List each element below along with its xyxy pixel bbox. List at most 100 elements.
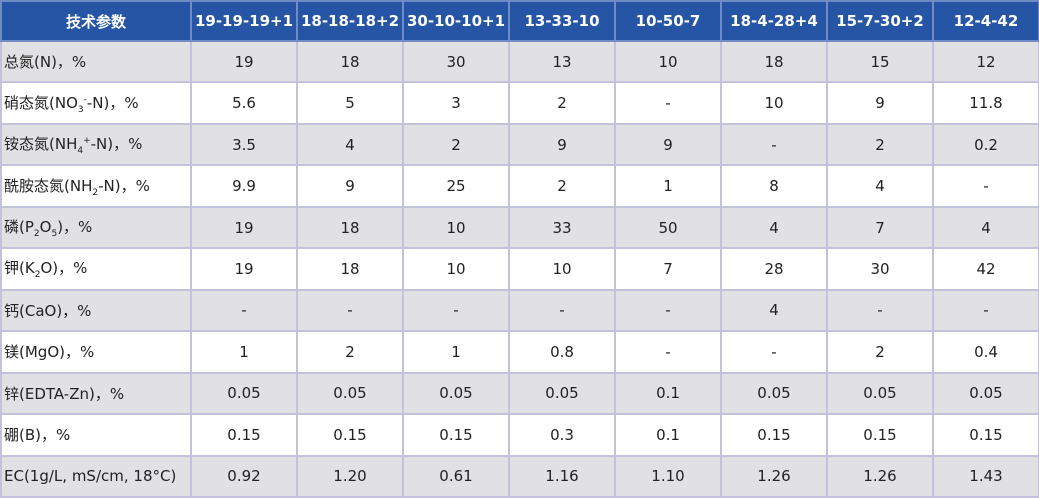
label-part: 酰胺态氮(NH [4, 176, 93, 195]
label-part: 3 [77, 104, 84, 115]
value-cell: 0.05 [932, 371, 1039, 416]
value-cell: 30 [826, 247, 934, 291]
row-label: 磷(P2O5)，% [0, 205, 192, 250]
value-cell: 3.5 [190, 122, 298, 167]
header-cell: 15-7-30+2 [826, 0, 934, 42]
value-cell: 28 [720, 247, 828, 291]
value-cell: 7 [826, 205, 934, 250]
value-cell: 10 [508, 247, 616, 291]
label-part: 磷(P [4, 218, 34, 237]
value-cell: - [720, 330, 828, 374]
value-cell: 0.05 [296, 371, 404, 416]
value-cell: 18 [296, 205, 404, 250]
label-part: 钙(CaO)，% [4, 301, 92, 320]
value-cell: 1 [190, 330, 298, 374]
value-cell: 4 [296, 122, 404, 167]
table-row: 酰胺态氮(NH2-N)，% 9.9 9 25 2 1 8 4- [0, 164, 1039, 208]
value-cell: 18 [296, 247, 404, 291]
label-part: 铵态氮(NH [4, 135, 78, 154]
value-cell: 0.15 [190, 413, 298, 457]
value-cell: 13 [508, 39, 616, 84]
value-cell: 1.26 [720, 454, 828, 498]
row-label: EC(1g/L, mS/cm, 18°C) [0, 454, 192, 498]
header-cell: 13-33-10 [508, 0, 616, 42]
row-label: 锌(EDTA-Zn)，% [0, 371, 192, 416]
value-cell: 0.1 [614, 371, 722, 416]
value-cell: - [296, 288, 404, 333]
label-part: 5 [51, 229, 58, 240]
value-cell: - [932, 288, 1039, 333]
value-cell: 1.16 [508, 454, 616, 498]
value-cell: - [614, 81, 722, 125]
header-cell: 12-4-42 [932, 0, 1039, 42]
value-cell: 9.9 [190, 164, 298, 208]
row-label: 钙(CaO)，% [0, 288, 192, 333]
header-cell: 技术参数 [0, 0, 192, 42]
value-cell: 9 [614, 122, 722, 167]
value-cell: 33 [508, 205, 616, 250]
value-cell: 0.15 [826, 413, 934, 457]
header-cell: 18-4-28+4 [720, 0, 828, 42]
table-row: 硝态氮(NO3--N)，% 5.6 5 3 2-10 9 11.8 [0, 81, 1039, 125]
table-row: 铵态氮(NH4+-N)，% 3.5 4 2 9 9-2 0.2 [0, 122, 1039, 167]
value-cell: 3 [402, 81, 510, 125]
value-cell: 19 [190, 205, 298, 250]
value-cell: 30 [402, 39, 510, 84]
header-cell: 19-19-19+1 [190, 0, 298, 42]
value-cell: 4 [826, 164, 934, 208]
value-cell: 1 [402, 330, 510, 374]
value-cell: 0.92 [190, 454, 298, 498]
label-part: 硼(B)，% [4, 426, 71, 445]
value-cell: - [614, 330, 722, 374]
value-cell: 1 [614, 164, 722, 208]
header-row: 技术参数 19-19-19+1 18-18-18+2 30-10-10+1 13-33-… [0, 0, 1039, 42]
value-cell: 0.15 [296, 413, 404, 457]
value-cell: - [826, 288, 934, 333]
row-label: 镁(MgO)，% [0, 330, 192, 374]
value-cell: 19 [190, 247, 298, 291]
value-cell: 19 [190, 39, 298, 84]
row-label: 总氮(N)，% [0, 39, 192, 84]
label-part: 4 [77, 146, 84, 157]
header-cell: 10-50-7 [614, 0, 722, 42]
value-cell: 10 [614, 39, 722, 84]
value-cell: 2 [402, 122, 510, 167]
label-part: 硝态氮(NO [4, 93, 78, 112]
value-cell: - [614, 288, 722, 333]
value-cell: 5.6 [190, 81, 298, 125]
value-cell: - [190, 288, 298, 333]
value-cell: 4 [720, 205, 828, 250]
value-cell: - [932, 164, 1039, 208]
label-part: + [83, 136, 91, 147]
value-cell: 10 [402, 247, 510, 291]
value-cell: 0.8 [508, 330, 616, 374]
label-part: -N)，% [90, 135, 143, 154]
value-cell: 7 [614, 247, 722, 291]
label-part: 2 [92, 187, 99, 198]
value-cell: 4 [720, 288, 828, 333]
value-cell: 0.05 [402, 371, 510, 416]
value-cell: 1.10 [614, 454, 722, 498]
label-part: -N)，% [86, 93, 139, 112]
table-row: 总氮(N)，% 19 18 30 13 10 18 15 12 [0, 39, 1039, 84]
value-cell: - [720, 122, 828, 167]
value-cell: 50 [614, 205, 722, 250]
label-part: -N)，% [98, 176, 150, 195]
value-cell: 18 [720, 39, 828, 84]
row-label: 硼(B)，% [0, 413, 192, 457]
value-cell: 1.20 [296, 454, 404, 498]
table-body: 总氮(N)，% 19 18 30 13 10 18 15 12 硝态氮(NO3--N)，% 5.6 5… [0, 39, 1039, 498]
value-cell: 9 [296, 164, 404, 208]
header-cell: 18-18-18+2 [296, 0, 404, 42]
label-part: O [39, 218, 52, 237]
label-part: 锌(EDTA-Zn)，% [4, 384, 125, 403]
value-cell: 0.05 [720, 371, 828, 416]
value-cell: 1.43 [932, 454, 1039, 498]
value-cell: 18 [296, 39, 404, 84]
value-cell: 4 [932, 205, 1039, 250]
label-part: 总氮(N)，% [4, 53, 87, 72]
table-row: 硼(B)，% 0.15 0.15 0.15 0.3 0.1 0.15 0.15 0.15 [0, 413, 1039, 457]
label-part: 钾(K [4, 259, 35, 278]
